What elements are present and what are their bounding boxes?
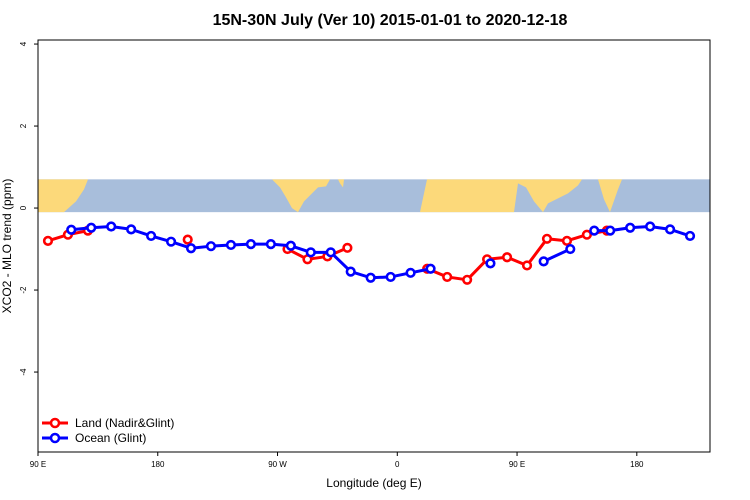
x-tick-label-3: 0 [395, 460, 400, 469]
series-1-point [66, 224, 77, 235]
series-1-point [165, 236, 177, 247]
series-1 [66, 221, 696, 283]
series-1-point [245, 239, 257, 250]
map-land-3 [420, 179, 582, 213]
series-1-line-0 [71, 225, 431, 280]
x-tick-label-5: 180 [630, 460, 644, 469]
y-tick-label-3: -2 [19, 286, 28, 294]
series-1-point [605, 225, 616, 236]
series-1-point [225, 239, 237, 251]
map-land-2 [338, 179, 344, 188]
series-1-point [126, 224, 137, 235]
series-1-point [645, 221, 656, 232]
y-tick-label-0: 4 [19, 41, 28, 46]
legend: Land (Nadir&Glint) Ocean (Glint) [42, 416, 174, 445]
series-1-point [205, 241, 217, 252]
series-1-point [106, 221, 117, 232]
series-1-point [589, 225, 600, 236]
legend-marker-ocean [49, 432, 61, 444]
series-1-point [538, 256, 549, 267]
series-0-point [581, 229, 593, 240]
series-0-point [501, 252, 513, 263]
series-1-point [664, 224, 676, 235]
map-land-1 [272, 179, 330, 213]
legend-marker-land [49, 417, 61, 429]
y-tick-label-4: -4 [19, 368, 28, 376]
series-0-point [42, 235, 54, 246]
series-1-point [185, 243, 197, 254]
series-1-point [625, 222, 636, 233]
x-tick-label-2: 90 W [268, 460, 287, 469]
plot-frame [37, 39, 711, 453]
y-tick-label-1: 2 [19, 123, 28, 128]
series-0-point [182, 234, 193, 245]
series-0-point [442, 271, 453, 283]
series-1-point [365, 272, 376, 283]
y-axis-label: XCO2 - MLO trend (ppm) [0, 179, 14, 314]
series-0-point [561, 235, 573, 246]
x-axis: 90 E 180 90 W 0 90 E 180 [30, 452, 644, 469]
series-1-point [265, 239, 276, 250]
y-tick-label-2: 0 [19, 205, 28, 210]
map-land-4 [598, 179, 622, 213]
series-0-point [462, 274, 473, 285]
chart-title: 15N-30N July (Ver 10) 2015-01-01 to 2020… [213, 12, 568, 29]
x-axis-label: Longitude (deg E) [326, 476, 421, 490]
series-1-point [146, 230, 157, 242]
map-land-0 [38, 179, 88, 213]
series-1-point [345, 266, 356, 277]
x-tick-label-1: 180 [151, 460, 165, 469]
x-tick-label-4: 90 E [509, 460, 525, 469]
series-1-point [285, 240, 296, 251]
series-1-point [385, 271, 396, 283]
series-1-point [485, 258, 496, 269]
series-1-point [425, 263, 436, 274]
series-1-point [684, 230, 696, 242]
series-1-point [305, 247, 316, 258]
series-1-point [405, 267, 416, 278]
series-1-point [565, 243, 576, 255]
map-ocean [38, 179, 710, 213]
world-map-band [38, 179, 710, 213]
series-1-point [86, 222, 97, 233]
legend-label-ocean: Ocean (Glint) [75, 431, 146, 445]
x-tick-label-0: 90 E [30, 460, 46, 469]
series-0-line-2 [286, 246, 348, 261]
series-1-point [325, 247, 336, 258]
series-layer [42, 221, 696, 285]
series-0-point [342, 242, 353, 253]
series-0-point [541, 233, 553, 244]
series-0-line-3 [426, 229, 608, 282]
y-axis: 4 2 0 -2 -4 [19, 41, 38, 376]
series-0-point [521, 260, 533, 271]
legend-label-land: Land (Nadir&Glint) [75, 416, 174, 430]
